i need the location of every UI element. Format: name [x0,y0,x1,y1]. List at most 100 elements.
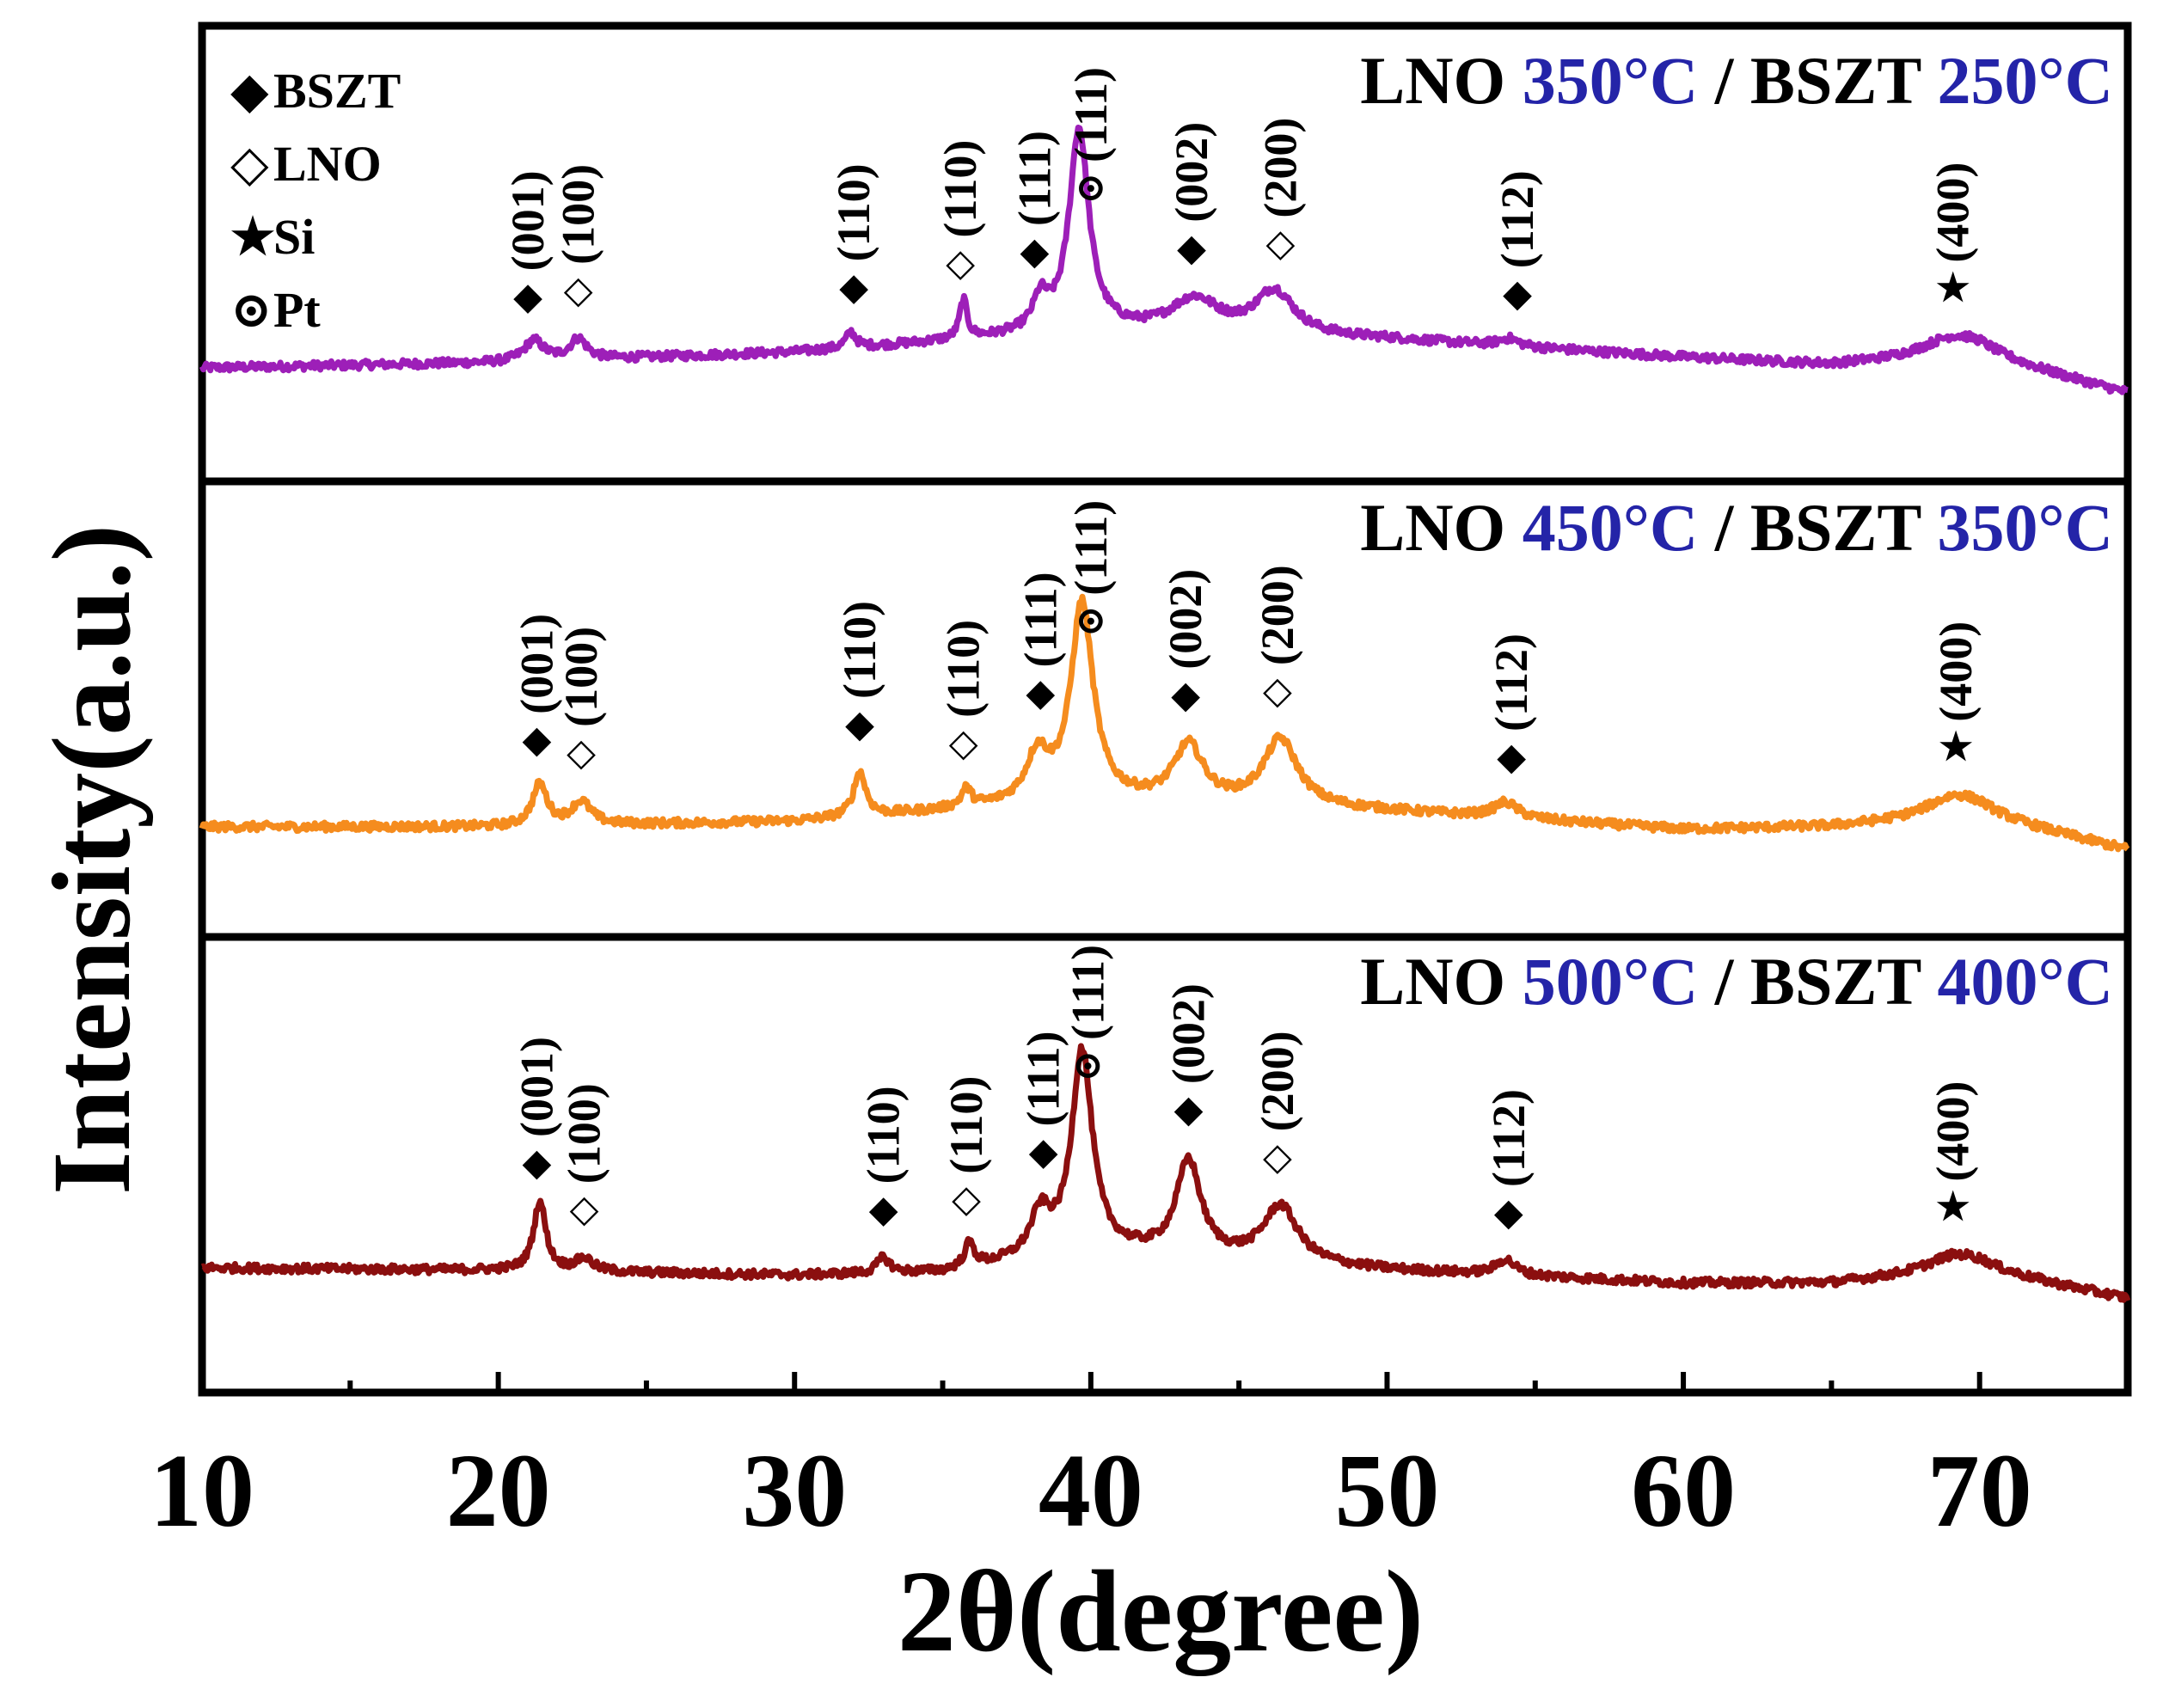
open-diamond-legend-symbol: ◇ [230,136,269,192]
peak-label: (100) [553,164,604,265]
peak-symbol: ◆ [1174,1088,1204,1130]
peak-symbol: ★ [1936,267,1970,309]
x-tick-label: 10 [150,1433,254,1549]
peak-label: (111) [1062,945,1113,1040]
panel-title-part: / BSZT [1698,490,1937,565]
peak-symbol: ◆ [845,703,874,745]
panel-title-part: / BSZT [1698,43,1937,118]
y-axis-title: Intensity(a.u.) [30,524,154,1195]
panel-title-part: / BSZT [1698,944,1937,1019]
x-axis-title: 2θ(degree) [898,1547,1424,1676]
peak-symbol: ◆ [1026,671,1055,713]
legend-label: Si [273,209,315,265]
peak-label: (200) [1252,1031,1303,1131]
peak-label: (110) [828,163,879,261]
peak-label: (110) [938,620,990,718]
peak-symbol: ◆ [1020,230,1049,272]
panel-3: LNO 500°C / BSZT 400°C◆(001)◇(100)◆(110)… [198,933,2132,1397]
peak-symbol: ◆ [1494,1191,1523,1234]
peak-symbol: ◆ [1029,1130,1058,1172]
x-tick-label: 40 [1039,1433,1143,1549]
peak-label: (100) [555,627,607,727]
x-tick-label: 20 [446,1433,551,1549]
panel-title-part: 350°C [1523,43,1699,118]
x-axis: 10 20 30 40 50 60 70 [150,1372,2032,1549]
panels: LNO 350°C / BSZT 250°C◆(001)◇(100)◆(110)… [198,21,2132,1397]
peak-symbol: ◆ [839,266,868,308]
peak-symbol: ◆ [522,1142,551,1184]
peak-label: (112) [1483,1089,1535,1187]
peak-label: (100) [559,1083,610,1184]
peak-symbol: ◆ [1503,272,1532,315]
panel-frame [198,933,2132,1397]
peak-label: (002) [1163,983,1215,1084]
legend-label: BSZT [273,63,401,119]
peak-symbol: ⊙ [1075,600,1106,642]
filled-diamond-legend-symbol: ◆ [230,63,269,119]
panel-title-part: LNO [1360,43,1523,118]
x-tick-label: 50 [1334,1433,1439,1549]
peak-symbol: ★ [1939,726,1972,768]
peak-label: (111) [1065,500,1117,596]
peak-symbol: ◇ [949,722,978,764]
peak-label: (001) [511,1037,562,1137]
panel-title-part: 250°C [1937,43,2113,118]
panel-title: LNO 350°C / BSZT 250°C [1360,43,2113,118]
peak-label: (001) [502,170,554,271]
panel-title-part: LNO [1360,944,1523,1019]
star-legend-symbol: ★ [230,209,275,265]
legend-label: Pt [273,282,321,338]
peak-symbol: ◇ [564,269,593,311]
legend-label: LNO [273,136,382,192]
panel-title-part: 450°C [1523,490,1699,565]
peak-symbol: ★ [1936,1186,1970,1228]
peak-label: (112) [1492,170,1543,268]
peak-label: (001) [511,614,562,714]
peak-symbol: ◇ [1263,1136,1292,1178]
peak-symbol: ⊙ [1072,1044,1104,1087]
circled-dot-legend-symbol: ⊙ [230,282,273,338]
x-tick-label: 60 [1631,1433,1736,1549]
legend: ◆ BSZT◇ LNO ★Si⊙ Pt [230,63,401,338]
peak-symbol: ◆ [869,1188,898,1230]
x-tick-label: 70 [1927,1433,2032,1549]
peak-label: (110) [858,1086,910,1184]
peak-label: (110) [934,140,986,238]
peak-symbol: ⊙ [1075,167,1106,209]
panel-title: LNO 450°C / BSZT 350°C [1360,490,2113,565]
series-line-2 [199,593,2130,853]
peak-label: (111) [1065,67,1117,162]
peak-symbol: ◆ [522,719,551,761]
peak-label: (200) [1252,565,1303,665]
peak-label: (400) [1930,621,1982,722]
panel-2: LNO 450°C / BSZT 350°C◆(001)◇(100) ◆(110)… [198,477,2132,941]
peak-symbol: ◇ [946,242,975,285]
peak-label: (002) [1160,569,1211,670]
series-line-3 [200,1043,2131,1303]
peak-symbol: ◇ [1263,670,1292,712]
panel-title-part: LNO [1360,490,1523,565]
peak-symbol: ◆ [513,275,542,317]
series-line-1 [199,125,2129,395]
peak-symbol: ◇ [952,1178,981,1221]
peak-label: (110) [834,601,885,699]
peak-symbol: ◆ [1497,736,1526,778]
panel-title-part: 400°C [1937,944,2113,1019]
peak-label: (112) [1486,634,1537,732]
peak-symbol: ◇ [567,732,596,774]
peak-label: (111) [1008,131,1060,226]
panel-1: LNO 350°C / BSZT 250°C◆(001)◇(100)◆(110)… [198,21,2132,486]
peak-symbol: ◆ [1171,674,1200,716]
peak-label: (110) [941,1076,992,1174]
panel-title-part: 500°C [1523,944,1699,1019]
panel-title: LNO 500°C / BSZT 400°C [1360,944,2113,1019]
peak-label: (111) [1018,1031,1069,1126]
peak-symbol: ◇ [1265,223,1295,265]
peak-label: (200) [1254,118,1306,218]
panel-title-part: 350°C [1937,490,2113,565]
peak-symbol: ◆ [1177,227,1206,269]
x-tick-label: 30 [742,1433,847,1549]
peak-label: (400) [1927,162,1979,263]
peak-label: (400) [1927,1081,1979,1182]
